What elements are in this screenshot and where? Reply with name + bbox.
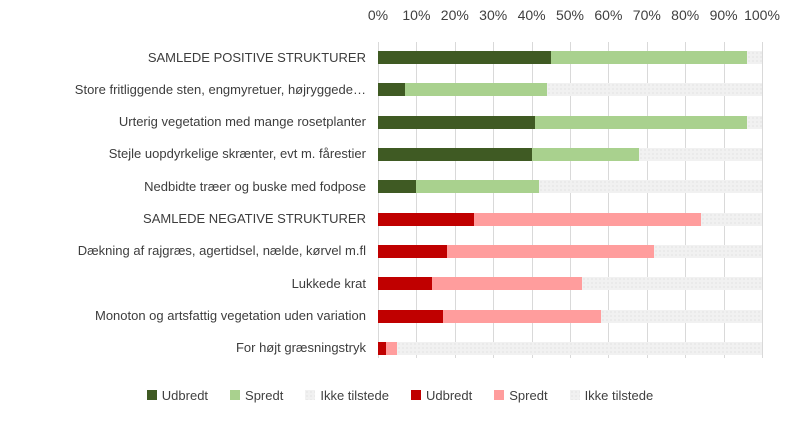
gridline bbox=[685, 42, 687, 358]
x-axis-tick-label: 10% bbox=[402, 7, 431, 23]
legend-item: Spredt bbox=[230, 388, 283, 403]
legend-swatch-icon bbox=[305, 390, 316, 400]
legend-label: Ikke tilstede bbox=[320, 387, 389, 403]
bar-segment-udbredt bbox=[378, 51, 551, 64]
legend-label: Spredt bbox=[245, 387, 284, 403]
category-label: Lukkede krat bbox=[291, 275, 366, 291]
bar-segment-ikke-tilstede bbox=[746, 51, 762, 64]
bar-segment-spredt bbox=[385, 341, 398, 355]
legend-label: Udbredt bbox=[161, 387, 209, 403]
bar-row bbox=[378, 341, 762, 355]
bar-segment-udbredt bbox=[378, 147, 532, 161]
gridline bbox=[454, 42, 456, 358]
bar-segment-spredt bbox=[431, 277, 582, 291]
bar-segment-ikke-tilstede bbox=[397, 341, 762, 355]
bar-segment-spredt bbox=[550, 51, 747, 64]
bar-segment-udbredt bbox=[378, 83, 405, 97]
bar-segment-spredt bbox=[535, 115, 747, 129]
bar-segment-spredt bbox=[443, 309, 601, 323]
legend-item: Ikke tilstede bbox=[569, 387, 654, 403]
gridline bbox=[416, 42, 418, 358]
category-label: SAMLEDE POSITIVE STRUKTURER bbox=[147, 49, 366, 65]
bar-row bbox=[378, 309, 762, 323]
gridline bbox=[493, 42, 495, 358]
x-axis-tick-label: 20% bbox=[440, 7, 469, 23]
x-axis-tick-label: 40% bbox=[517, 7, 546, 23]
bar-segment-spredt bbox=[447, 244, 655, 258]
bar-segment-udbredt bbox=[378, 180, 417, 194]
category-label: SAMLEDE NEGATIVE STRUKTURER bbox=[143, 211, 366, 227]
legend-swatch-icon bbox=[569, 390, 580, 400]
bar-row bbox=[378, 277, 762, 291]
bar-row bbox=[378, 83, 762, 97]
legend-swatch-icon bbox=[230, 390, 241, 400]
bar-segment-udbredt bbox=[378, 244, 448, 258]
bar-segment-spredt bbox=[416, 180, 540, 194]
x-axis-tick-label: 100% bbox=[744, 7, 780, 23]
bar-row bbox=[378, 180, 762, 194]
gridline bbox=[608, 42, 610, 358]
bar-segment-udbredt bbox=[378, 115, 536, 129]
legend-swatch-icon bbox=[411, 390, 421, 400]
bar-row bbox=[378, 212, 762, 226]
category-label: Monoton og artsfattig vegetation uden va… bbox=[94, 308, 366, 324]
legend-item: Ikke tilstede bbox=[305, 388, 389, 403]
bar-segment-ikke-tilstede bbox=[700, 212, 762, 226]
bar-segment-udbredt bbox=[378, 212, 474, 226]
legend-swatch-icon bbox=[494, 390, 505, 400]
gridline bbox=[762, 42, 763, 358]
category-label: Store fritliggende sten, engmyretuer, hø… bbox=[74, 81, 366, 97]
gridline bbox=[646, 42, 648, 358]
x-axis-tick-label: 50% bbox=[555, 7, 585, 23]
gridline bbox=[531, 42, 533, 358]
x-axis-tick-label: 60% bbox=[594, 7, 623, 23]
gridline bbox=[570, 42, 571, 358]
x-axis-tick-label: 80% bbox=[671, 7, 700, 23]
category-label: For højt græsningstryk bbox=[235, 340, 366, 356]
x-axis-tick-label: 70% bbox=[632, 7, 661, 23]
legend-label: Ikke tilstede bbox=[584, 387, 654, 403]
legend-item: Udbredt bbox=[411, 388, 472, 403]
x-axis-tick-label: 0% bbox=[367, 7, 389, 23]
legend-item: Spredt bbox=[494, 387, 548, 403]
legend-label: Spredt bbox=[509, 387, 548, 403]
gridline bbox=[723, 42, 725, 358]
bar-segment-spredt bbox=[531, 147, 640, 161]
bar-row bbox=[378, 244, 762, 258]
legend: Udbredt Spredt Ikke tilstede Udbredt Spredt I… bbox=[0, 385, 800, 405]
bar-row bbox=[378, 115, 762, 129]
plot-area bbox=[378, 42, 763, 358]
legend-label: Udbredt bbox=[426, 387, 473, 403]
bar-segment-ikke-tilstede bbox=[539, 180, 762, 194]
x-axis-tick-label: 30% bbox=[479, 7, 508, 23]
x-axis-tick-label: 90% bbox=[709, 7, 738, 23]
bar-segment-udbredt bbox=[378, 341, 386, 355]
category-label: Stejle uopdyrkelige skrænter, evt m. får… bbox=[108, 146, 366, 162]
bar-segment-ikke-tilstede bbox=[600, 309, 762, 323]
bar-segment-udbredt bbox=[378, 309, 444, 323]
bar-row bbox=[378, 147, 762, 161]
category-label: Nedbidte træer og buske med fodpose bbox=[144, 178, 366, 194]
gridline bbox=[378, 42, 379, 358]
bar-segment-ikke-tilstede bbox=[639, 147, 762, 161]
bar-segment-ikke-tilstede bbox=[746, 115, 762, 129]
legend-swatch-icon bbox=[146, 390, 157, 400]
bar-segment-spredt bbox=[404, 83, 547, 97]
bar-segment-ikke-tilstede bbox=[581, 277, 762, 291]
category-label: Urterig vegetation med mange rosetplante… bbox=[118, 114, 366, 130]
bar-segment-spredt bbox=[474, 212, 701, 226]
bar-segment-udbredt bbox=[378, 277, 432, 291]
legend-item: Udbredt bbox=[146, 387, 209, 403]
bar-row bbox=[378, 51, 762, 64]
bar-segment-ikke-tilstede bbox=[546, 83, 762, 97]
bar-segment-ikke-tilstede bbox=[654, 244, 762, 258]
category-label: Dækning af rajgræs, agertidsel, nælde, k… bbox=[77, 243, 366, 259]
